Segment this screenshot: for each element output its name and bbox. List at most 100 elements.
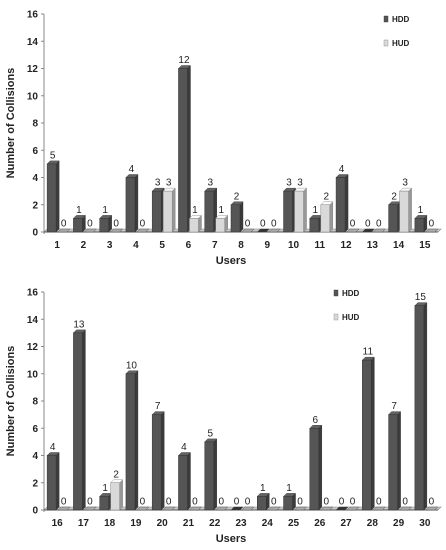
data-label-hdd-23: 0 [234,497,240,508]
bar-zero [110,228,124,233]
bar-hdd-8 [230,201,244,233]
bar-hdd-12 [335,174,349,233]
bar-hdd-20 [151,411,165,511]
bar-hdd-23 [230,506,244,511]
data-label-hud-19: 0 [140,497,146,508]
data-label-hdd-28: 11 [363,347,374,358]
bar-front [204,190,214,233]
data-label-hud-20: 0 [166,497,172,508]
bar-hud-10 [294,187,308,233]
data-label-hud-18: 2 [113,469,119,480]
x-tick-label-18: 18 [104,518,116,529]
y-tick-label: 10 [27,369,39,380]
x-tick-label-2: 2 [81,240,87,251]
data-label-hdd-17: 13 [73,319,85,330]
data-label-hdd-4: 4 [129,164,135,175]
bar-hdd-24 [256,492,270,511]
bar-hud-2 [83,228,97,233]
data-label-hdd-21: 4 [181,442,187,453]
bar-hdd-29 [388,411,402,511]
legend: HDD HUD [383,15,410,48]
x-tick-label-28: 28 [367,518,379,529]
bar-front [335,177,346,233]
bar-front [257,496,267,511]
bar-zero [320,506,334,511]
data-label-hdd-22: 5 [207,428,213,439]
x-tick-label-12: 12 [341,240,353,251]
x-tick-label-14: 14 [393,240,405,251]
bar-hdd-9 [256,228,270,233]
bar-front [414,305,425,511]
bar-front [99,218,109,233]
data-label-hud-26: 0 [324,497,330,508]
y-tick-label: 0 [32,228,38,239]
data-label-hud-2: 0 [87,219,93,230]
bar-front [162,190,173,233]
bar-side [371,356,375,511]
bar-zero [361,228,375,233]
legend-label-hud: HUD [392,39,410,48]
bar-front [151,414,162,511]
bar-zero [256,228,270,233]
bar-hud-8 [241,228,255,233]
bar-hud-26 [320,506,334,511]
bar-front [73,332,83,511]
data-label-hud-17: 0 [87,497,93,508]
bar-front [125,373,136,511]
x-tick-label-17: 17 [78,518,90,529]
x-tick-label-29: 29 [393,518,405,529]
data-label-hud-4: 0 [140,219,146,230]
y-tick-label: 16 [27,10,39,21]
data-label-hdd-15: 1 [418,205,424,216]
bar-hdd-11 [309,214,323,233]
bar-hdd-17 [72,329,86,511]
y-tick-label: 16 [27,288,39,299]
bar-zero [215,506,229,511]
bar-hud-27 [346,506,360,511]
data-label-hud-22: 0 [218,497,224,508]
bar-side [187,452,191,511]
bar-front [73,218,83,233]
bar-hud-11 [320,201,334,233]
bar-hud-19 [136,506,150,511]
bar-side [55,452,60,511]
x-tick-label-15: 15 [419,240,431,251]
bar-hdd-15 [414,214,428,233]
bar-hud-13 [372,228,386,233]
bar-side [344,174,349,233]
x-axis-title: Users [216,255,247,267]
bar-zero [425,228,439,233]
data-label-hud-28: 0 [376,497,382,508]
y-tick-label: 2 [32,478,38,489]
bar-hdd-14 [388,201,402,233]
bar-zero [335,506,349,511]
bar-hdd-10 [283,187,297,233]
data-label-hdd-16: 4 [50,442,56,453]
legend-swatch-hdd [383,15,389,23]
bar-zero [241,506,255,511]
data-label-hud-9: 0 [271,219,277,230]
bar-zero [372,506,386,511]
bar-hud-7 [215,214,229,233]
data-label-hdd-1: 5 [50,150,56,161]
bar-side [160,411,165,511]
legend-swatch-hud [383,39,389,47]
x-tick-label-1: 1 [54,240,60,251]
bar-hdd-21 [177,452,191,511]
bar-side [134,370,139,511]
data-label-hud-13: 0 [376,219,382,230]
bar-hdd-4 [125,174,139,233]
bar-hdd-7 [204,187,218,233]
data-label-hdd-5: 3 [155,178,161,189]
x-tick-label-23: 23 [235,518,247,529]
bar-hdd-26 [309,424,323,511]
bar-zero [346,228,360,233]
bar-side [239,201,244,233]
bar-front [309,428,320,511]
bar-hud-1 [57,228,71,233]
x-tick-label-16: 16 [52,518,64,529]
bar-hdd-28 [361,356,375,511]
y-tick-label: 14 [27,37,39,48]
bar-front [46,455,57,511]
data-label-hdd-26: 6 [313,415,319,426]
